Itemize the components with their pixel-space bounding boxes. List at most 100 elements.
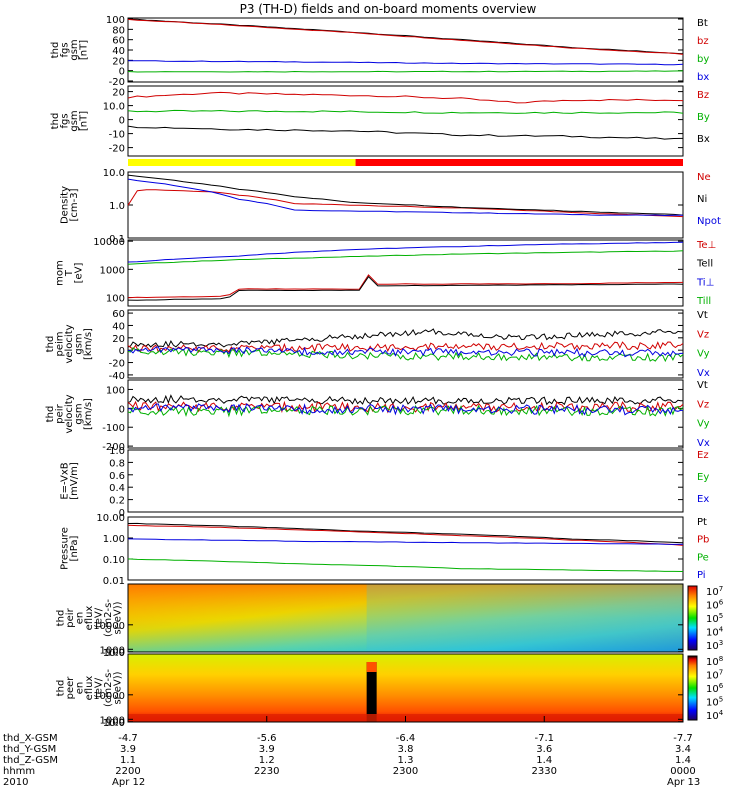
y-tick-label: 1000 (100, 265, 125, 276)
legend-entry: Till (696, 296, 711, 307)
legend-entry: bx (697, 72, 709, 83)
y-axis-label: [eV] (74, 263, 85, 284)
legend-entry: Bz (697, 90, 709, 101)
y-tick-label: 60 (112, 36, 125, 47)
x-tick-label: 1.2 (259, 755, 275, 766)
y-tick-label: 20 (112, 88, 125, 99)
y-axis-label: gsm (69, 110, 80, 131)
series-line-Bx (127, 125, 684, 140)
series-line-Pi (127, 538, 684, 545)
colorbar-tick-label: 104 (706, 626, 724, 639)
legend-entry: Pt (697, 517, 707, 528)
y-tick-label: 1.0 (109, 446, 125, 457)
series-line-Ne (127, 189, 684, 218)
legend-entry: Vz (697, 399, 709, 410)
y-tick-label: 10.0 (103, 102, 125, 113)
colorbar-tick-label: 104 (706, 709, 724, 722)
series-line-Pb (127, 524, 684, 546)
y-tick-label: -40 (109, 371, 125, 382)
y-axis-label: [cm-3] (69, 188, 80, 221)
panel-density: 0.1 1.0 10.0 Density[cm-3] Ne Ni Npot (59, 168, 721, 245)
x-tick-label: 3.4 (675, 744, 691, 755)
y-tick-label: 0.01 (103, 576, 125, 587)
panel-frame (127, 85, 684, 157)
colorbar-tick-label: 105 (706, 612, 723, 625)
x-tick-label: 1.4 (675, 755, 691, 766)
colorbar-tick-label: 107 (706, 585, 723, 598)
colorbar-scale (687, 655, 698, 721)
y-axis-label: sr-eV)) (113, 671, 124, 704)
y-tick-label: 1000 (100, 715, 125, 726)
y-axis-label: sr-eV)) (113, 601, 124, 634)
y-axis-label: eflux (84, 676, 95, 701)
y-tick-label: 100 (106, 385, 125, 396)
y-tick-label: 0 (119, 404, 125, 415)
x-tick-label: 1.4 (536, 755, 552, 766)
legend-entry: Vx (697, 368, 710, 379)
y-axis-label: thd (50, 42, 61, 59)
y-axis-label: mom (55, 260, 66, 286)
legend-entry: Tell (696, 259, 713, 270)
legend-entry: Ex (697, 494, 709, 505)
y-tick-label: -100 (102, 423, 125, 434)
x-tick-label: Apr 12 (112, 777, 145, 788)
y-axis-label: fgs (59, 42, 70, 57)
legend-entry: Vz (697, 329, 709, 340)
x-tick-label: 3.9 (259, 744, 275, 755)
y-axis-label: thd (45, 336, 56, 353)
series-line-Vz (127, 341, 684, 353)
y-axis-label: thd (45, 406, 56, 423)
series-line-Till (127, 250, 684, 265)
y-tick-label: 10000 (93, 237, 125, 248)
y-axis-label: eflux (84, 606, 95, 631)
legend-entry: Ne (697, 172, 711, 183)
series-line-By (127, 109, 684, 114)
y-axis-label: velocity (64, 394, 75, 433)
legend-entry: Vx (697, 438, 710, 449)
y-axis-label: E=-VxB (59, 462, 70, 499)
series-line-Te⊥ (127, 274, 684, 299)
series-line-bx (128, 60, 684, 66)
y-tick-label: 0.2 (109, 496, 125, 507)
y-axis-label: peim (55, 331, 66, 356)
colorbar-tick-label: 106 (706, 682, 724, 695)
x-tick-label: 0000 (670, 766, 695, 777)
legend-entry: Ey (697, 472, 709, 483)
colorbar-tick-label: 107 (706, 669, 723, 682)
legend-entry: Ti⊥ (696, 277, 714, 288)
x-tick-label: 2300 (393, 766, 418, 777)
status-bar-segment (128, 159, 356, 166)
legend-entry: by (697, 54, 709, 65)
y-tick-label: -20 (109, 144, 125, 155)
y-tick-label: 10000 (93, 621, 125, 632)
colorbar-tick-label: 103 (706, 639, 723, 652)
x-row-label: thd_Z-GSM (3, 755, 58, 766)
y-axis-label: peir (65, 607, 76, 627)
y-tick-label: -200 (102, 442, 125, 453)
x-tick-label: 1.1 (120, 755, 136, 766)
y-tick-label: 20 (112, 56, 125, 67)
colorbar-tick-label: 105 (706, 696, 723, 709)
series-line-by (127, 70, 684, 73)
panel-frame (127, 449, 684, 513)
x-row-label: thd_X-GSM (3, 733, 58, 744)
y-tick-label: 10.0 (103, 648, 125, 659)
y-tick-label: 0.4 (109, 483, 125, 494)
x-tick-label: -7.1 (534, 733, 554, 744)
spectrogram-gap-top (366, 662, 377, 672)
series-line-Vy (127, 404, 684, 418)
panel-frame (127, 516, 684, 581)
panel-e-field: 00.2 0.40.6 0.81.0 E=-VxB[mV/m] Ez Ey Ex (59, 446, 709, 519)
series-line-Vx (127, 403, 683, 416)
y-tick-label: 100 (106, 648, 125, 659)
series-line-Pe (127, 558, 684, 572)
y-tick-label: 0.6 (109, 471, 125, 482)
y-tick-label: 0.10 (103, 555, 125, 566)
y-tick-label: 100 (106, 718, 125, 729)
y-axis-label: thd (50, 113, 61, 130)
